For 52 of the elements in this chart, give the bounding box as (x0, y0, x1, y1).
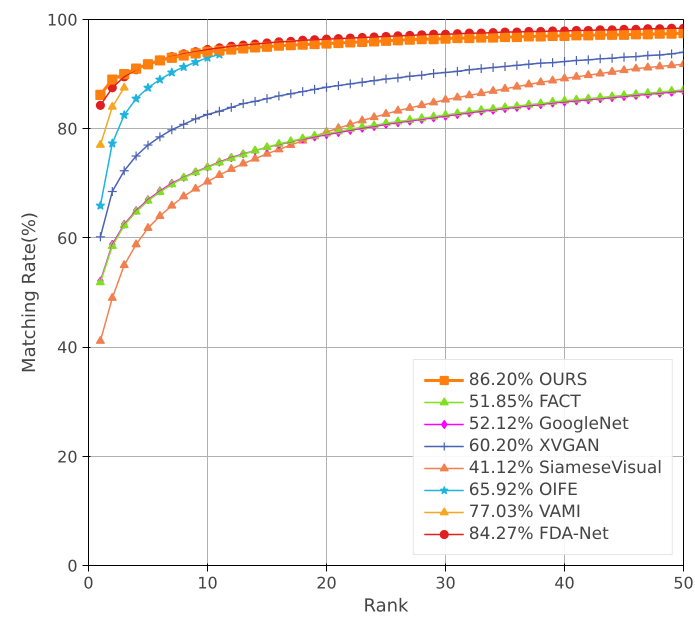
point (357, 77, 368, 88)
y-tick-label: 100 (46, 10, 78, 30)
x-tick-label: 10 (197, 574, 218, 592)
y-axis-title: Matching Rate(%) (18, 212, 40, 373)
point (333, 80, 344, 91)
point (298, 86, 308, 97)
point (154, 132, 165, 142)
y-tick-label: 80 (57, 120, 78, 139)
point (96, 140, 105, 148)
point (107, 186, 118, 197)
legend-label: 77.03% VAMI (468, 502, 581, 522)
point (524, 59, 534, 70)
legend-label: 51.85% FACT (468, 392, 581, 412)
point (369, 76, 380, 86)
x-tick-label: 20 (316, 574, 337, 592)
legend-label: 84.27% FDA-Net (468, 524, 609, 544)
point (286, 88, 296, 99)
y-tick-label: 40 (57, 338, 78, 358)
y-tick-label: 60 (57, 228, 78, 248)
point (274, 90, 284, 102)
x-tick-label: 30 (435, 574, 456, 592)
point (404, 71, 415, 82)
x-axis-title: Rank (364, 596, 410, 616)
point (310, 84, 320, 94)
point (238, 98, 248, 109)
point (202, 109, 213, 120)
point (321, 82, 332, 92)
point (618, 52, 630, 62)
point (119, 166, 130, 176)
point (190, 114, 201, 124)
legend-label: 60.20% XVGAN (468, 436, 600, 456)
point (131, 150, 142, 162)
point (416, 70, 427, 80)
point (95, 232, 106, 242)
point (178, 119, 189, 130)
x-tick-label: 50 (673, 574, 694, 592)
point (142, 140, 154, 150)
legend-label: 41.12% SiameseVisual (468, 458, 662, 478)
point (226, 102, 236, 113)
legend-label: 86.20% OURS (468, 370, 588, 390)
point (464, 64, 474, 75)
y-tick-label: 0 (67, 556, 78, 576)
legend-label: 52.12% GoogleNet (468, 414, 629, 434)
x-tick-label: 0 (83, 574, 94, 592)
point (262, 94, 272, 104)
point (250, 96, 260, 106)
y-tick-label: 20 (57, 447, 78, 466)
point (214, 106, 224, 116)
x-tick-label: 40 (554, 574, 575, 592)
legend-label: 65.92% OIFE (468, 480, 578, 500)
point (166, 124, 177, 135)
point (536, 58, 546, 68)
